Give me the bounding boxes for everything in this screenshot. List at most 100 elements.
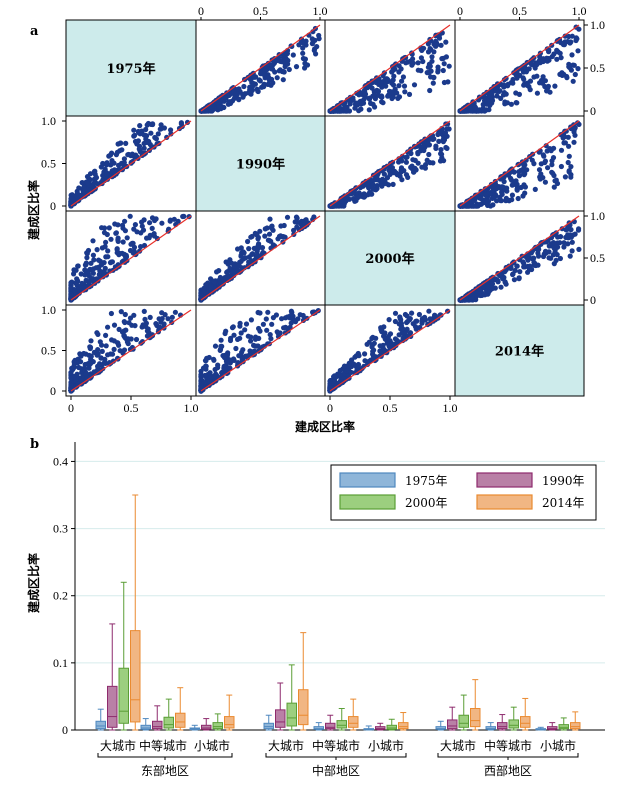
- box-1990年: [201, 718, 212, 731]
- scatter-point: [204, 379, 210, 385]
- scatter-point: [110, 358, 116, 364]
- box-2014年: [130, 494, 141, 731]
- scatter-point: [339, 199, 345, 205]
- scatter-point: [514, 186, 520, 192]
- scatter-point: [68, 375, 74, 381]
- scatter-point: [440, 137, 446, 143]
- scatter-point: [564, 73, 570, 80]
- scatter-point: [284, 314, 290, 320]
- scatter-point: [221, 277, 227, 283]
- scatter-point: [98, 164, 104, 170]
- scatter-point: [102, 265, 108, 271]
- box-group: [263, 632, 309, 731]
- scatter-point: [90, 238, 96, 244]
- scatter-point: [366, 339, 372, 345]
- scatter-point: [576, 246, 582, 252]
- box-iqr: [398, 722, 409, 730]
- box-1990年: [275, 682, 286, 731]
- panel-label-a: a: [30, 24, 39, 39]
- box-2014年: [175, 687, 186, 731]
- scatter-point: [561, 42, 568, 48]
- region-label: 西部地区: [484, 763, 532, 778]
- scatter-point: [392, 86, 398, 92]
- scatter-point: [515, 195, 521, 202]
- scatter-point: [400, 335, 406, 341]
- scatter-point: [349, 357, 355, 363]
- scatter-point: [123, 140, 129, 146]
- reference-line-y-equals-x: [70, 120, 192, 207]
- scatter-point: [390, 77, 396, 83]
- scatter-point: [353, 353, 359, 359]
- scatter-point: [78, 359, 84, 365]
- panel-label-b: b: [30, 437, 39, 452]
- scatter-point: [84, 180, 90, 186]
- scatter-point: [370, 356, 376, 362]
- reference-line-y-equals-x: [70, 215, 192, 301]
- scatter-point: [128, 336, 134, 342]
- box-group: [313, 698, 359, 731]
- scatter-point: [131, 127, 137, 133]
- scatter-point: [405, 318, 411, 325]
- scatter-point: [551, 184, 557, 190]
- scatter-point: [77, 351, 83, 357]
- box-group: [189, 694, 235, 731]
- top-tick-label: 1.0: [572, 4, 587, 18]
- box-iqr: [118, 667, 129, 724]
- right-tick-label: 1.0: [590, 18, 605, 32]
- scatter-point: [377, 348, 383, 354]
- box-1990年: [325, 714, 336, 731]
- scatter-point: [557, 71, 563, 77]
- scatter-point: [335, 108, 341, 114]
- scatter-point: [387, 171, 393, 177]
- scatter-point: [370, 93, 376, 99]
- scatter-point: [576, 121, 582, 127]
- scatter-point: [257, 310, 263, 316]
- scatter-point: [68, 202, 74, 208]
- scatter-point: [392, 310, 399, 316]
- scatter-point: [274, 329, 280, 335]
- scatter-point: [138, 244, 144, 250]
- scatter-point: [278, 223, 284, 229]
- scatter-point: [337, 367, 343, 374]
- scatter-point: [545, 165, 551, 171]
- box-1975年: [485, 722, 496, 731]
- bottom-tick-label: 0: [68, 401, 74, 415]
- box-1975年: [263, 714, 274, 731]
- scatter-point: [560, 135, 566, 141]
- left-tick-label: 1.0: [41, 303, 56, 317]
- scatter-point: [536, 167, 543, 173]
- scatter-point: [422, 314, 428, 320]
- scatter-point: [198, 296, 204, 302]
- left-tick-label: 0.5: [41, 157, 56, 171]
- scatter-point: [111, 338, 117, 344]
- scatter-point: [260, 321, 266, 327]
- scatter-point: [482, 292, 488, 298]
- scatter-point: [120, 225, 126, 231]
- scatter-point: [148, 121, 154, 127]
- variable-label: 2014年: [495, 344, 544, 360]
- box-1990年: [107, 623, 118, 731]
- scatter-point: [412, 157, 418, 163]
- top-tick-label: 0: [457, 4, 463, 18]
- scatter-point: [227, 99, 234, 105]
- scatter-point: [494, 93, 500, 99]
- scatter-point: [79, 180, 85, 186]
- scatter-point: [76, 284, 82, 290]
- scatter-point: [68, 382, 74, 388]
- scatter-point: [235, 263, 241, 269]
- scatter-cell-2-0: [65, 210, 197, 306]
- scatter-point: [107, 152, 114, 158]
- box-group: [363, 712, 409, 731]
- scatter-point: [389, 340, 395, 347]
- scatter-point: [141, 140, 147, 147]
- scatter-point: [231, 332, 237, 338]
- scatter-point: [396, 83, 402, 89]
- scatter-point: [562, 174, 569, 180]
- scatter-point: [83, 351, 89, 357]
- scatter-point: [91, 257, 97, 263]
- box-iqr: [212, 722, 223, 730]
- scatter-point: [483, 101, 490, 107]
- scatter-point: [572, 132, 578, 138]
- scatter-point: [527, 87, 533, 93]
- scatter-point: [265, 309, 271, 315]
